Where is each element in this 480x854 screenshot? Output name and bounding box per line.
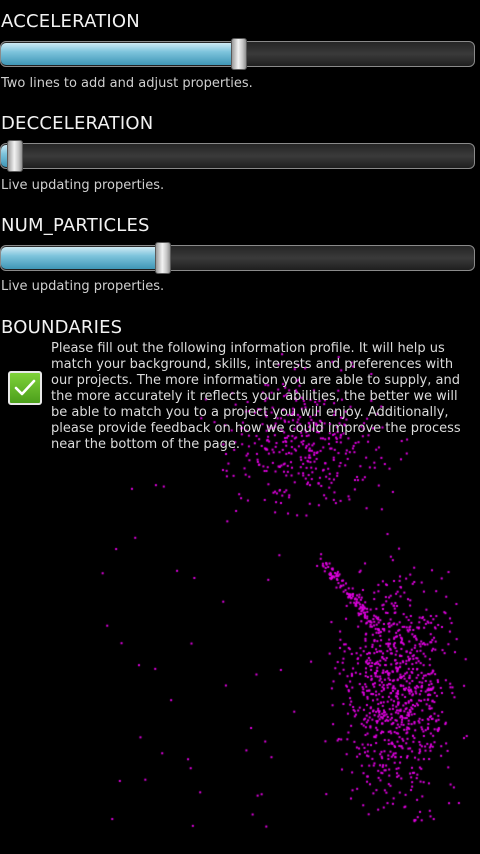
decceleration-slider[interactable] xyxy=(0,140,475,172)
num-particles-slider[interactable] xyxy=(0,242,475,274)
decceleration-title: DECCELERATION xyxy=(1,113,154,134)
num-particles-note: Live updating properties. xyxy=(1,279,165,294)
acceleration-fill xyxy=(1,43,239,65)
boundaries-description: Please fill out the following informatio… xyxy=(51,341,461,452)
num-particles-title: NUM_PARTICLES xyxy=(1,215,150,236)
acceleration-title: ACCELERATION xyxy=(1,11,140,32)
acceleration-slider[interactable] xyxy=(0,38,475,70)
acceleration-note: Two lines to add and adjust properties. xyxy=(1,76,253,91)
decceleration-thumb[interactable] xyxy=(7,140,23,172)
boundaries-title: BOUNDARIES xyxy=(1,317,123,338)
num-particles-thumb[interactable] xyxy=(155,242,171,274)
decceleration-note: Live updating properties. xyxy=(1,178,165,193)
acceleration-thumb[interactable] xyxy=(231,38,247,70)
num-particles-fill xyxy=(1,247,163,269)
check-icon xyxy=(14,379,36,396)
boundaries-checkbox[interactable] xyxy=(8,371,42,405)
